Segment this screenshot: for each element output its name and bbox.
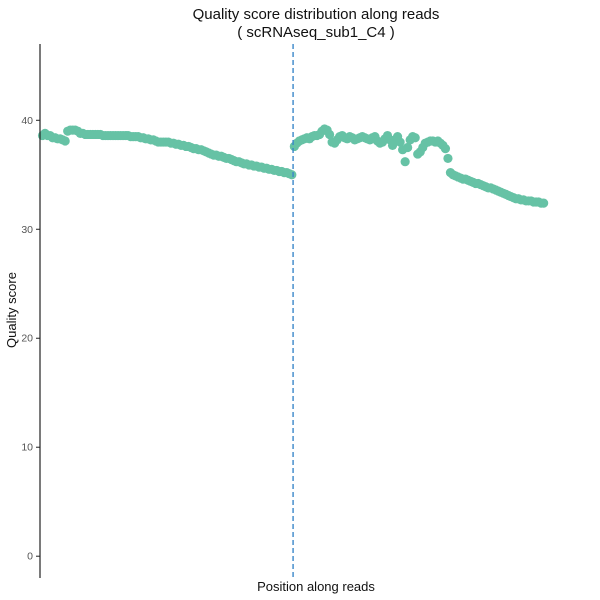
data-point [440,144,451,154]
data-point [324,129,335,140]
y-tick-label: 20 [21,333,33,345]
data-point [60,136,70,146]
y-axis-ticks: 0 10 20 30 40 [21,115,40,563]
y-tick-label: 10 [21,442,33,454]
chart-subtitle: ( scRNAseq_sub1_C4 ) [237,24,395,41]
y-tick-label: 40 [21,115,33,127]
data-point [400,157,410,167]
y-axis-title: Quality score [4,272,19,348]
data-points [37,124,549,208]
y-tick-label: 0 [27,551,33,563]
x-axis-title: Position along reads [257,579,375,594]
data-point [403,142,413,153]
y-tick-label: 30 [21,224,33,236]
chart-title: Quality score distribution along reads [193,6,440,23]
data-point [287,170,297,180]
data-point [443,153,453,164]
data-point [539,198,549,208]
data-point [410,133,420,143]
data-point [395,137,405,147]
